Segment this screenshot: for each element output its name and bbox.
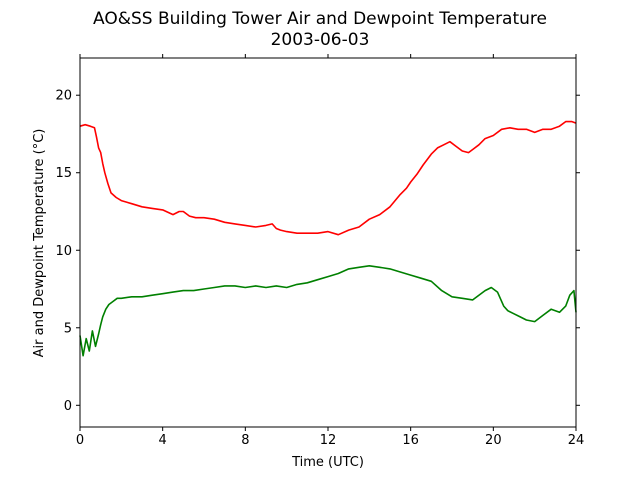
x-tick-label-1: 4	[159, 433, 167, 448]
x-tick-label-6: 24	[568, 433, 585, 448]
plot-area: 0 4 8 12 16 20 24 0 5 10 15 20	[55, 54, 584, 448]
series-line-1	[79, 265, 577, 357]
y-tick-label-0: 0	[64, 399, 72, 414]
x-axis-label: Time (UTC)	[291, 455, 364, 470]
y-tick-label-4: 20	[55, 89, 72, 104]
chart-title: AO&SS Building Tower Air and Dewpoint Te…	[93, 9, 547, 29]
x-tick-label-4: 16	[402, 433, 419, 448]
y-tick-label-3: 15	[55, 166, 72, 181]
chart-subtitle: 2003-06-03	[271, 30, 370, 50]
y-axis-label: Air and Dewpoint Temperature (°C)	[32, 129, 47, 358]
y-tick-label-2: 10	[55, 244, 72, 259]
x-tick-label-5: 20	[485, 433, 502, 448]
x-tick-label-0: 0	[76, 433, 84, 448]
x-tick-label-2: 8	[241, 433, 249, 448]
x-tick-label-3: 12	[320, 433, 337, 448]
series-line-0	[79, 120, 577, 236]
y-tick-label-1: 5	[64, 321, 72, 336]
